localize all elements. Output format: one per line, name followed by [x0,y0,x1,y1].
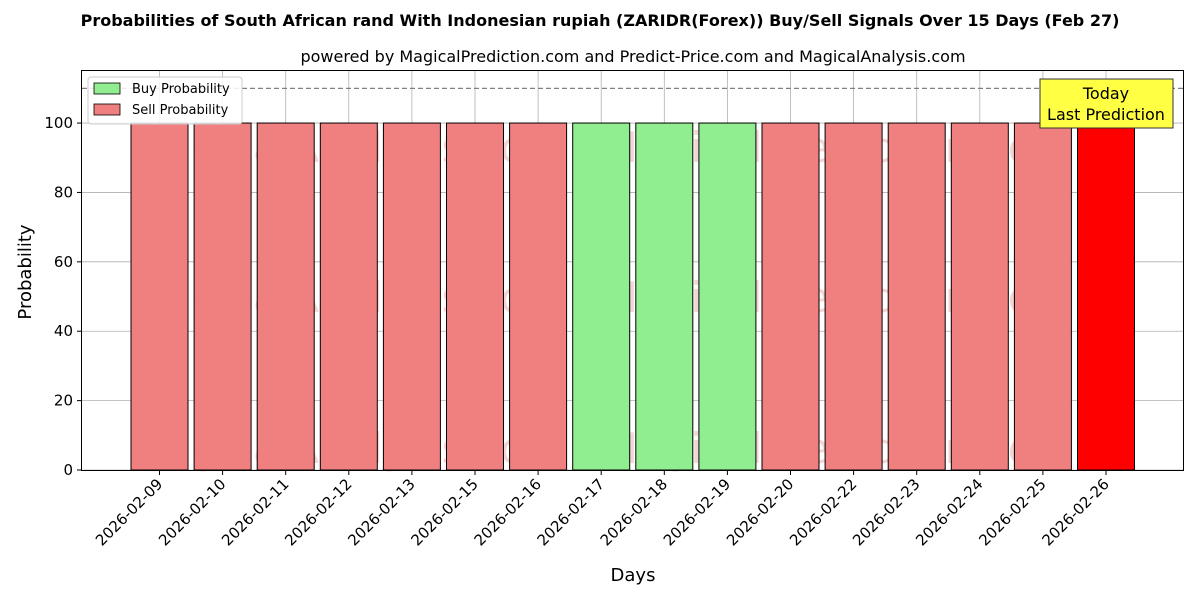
x-tick-label: 2026-02-15 [407,475,481,549]
bar-sell [446,122,504,471]
bar-sell [887,122,946,471]
bar-sell [130,122,189,471]
legend-sell-swatch [93,103,121,116]
legend-buy-label: Buy Probability [132,82,230,97]
x-tick-label: 2026-02-16 [471,475,545,549]
x-axis-ticks: 2026-02-092026-02-102026-02-112026-02-12… [92,470,1113,549]
x-tick-label: 2026-02-17 [534,475,608,549]
x-tick-label: 2026-02-24 [912,475,986,549]
bar-sell [319,122,378,471]
y-tick-label: 60 [54,253,73,271]
plot-frame [81,70,1184,471]
bar-sell [824,122,883,471]
bars [130,122,1135,471]
x-tick-label: 2026-02-19 [660,475,734,549]
annotation-line2: Last Prediction [1047,105,1165,124]
x-tick-label: 2026-02-26 [1038,475,1112,549]
x-tick-label: 2026-02-12 [281,475,355,549]
bar-sell [256,122,315,471]
annotation-box [1039,78,1174,129]
y-tick-label: 100 [44,114,73,132]
y-axis-ticks: 0 20 40 60 80 100 [44,114,82,479]
bar-sell [950,122,1009,471]
legend-buy-swatch [93,82,121,95]
bar-sell [382,122,441,471]
x-tick-label: 2026-02-18 [597,475,671,549]
legend-sell-label: Sell Probability [132,103,229,118]
today-annotation: Today Last Prediction [1039,78,1174,129]
y-tick-label: 0 [63,461,73,479]
bar-buy [572,122,631,471]
x-tick-label: 2026-02-10 [155,475,229,549]
bar-today [1077,122,1135,471]
chart-title: Probabilities of South African rand With… [81,11,1120,30]
x-tick-label: 2026-02-09 [92,475,166,549]
x-tick-label: 2026-02-25 [975,475,1049,549]
y-axis-label: Probability [15,224,36,319]
x-tick-label: 2026-02-22 [786,475,860,549]
x-tick-label: 2026-02-13 [344,475,418,549]
x-axis-label: Days [611,565,656,586]
bar-buy [635,122,694,471]
chart-subtitle: powered by MagicalPrediction.com and Pre… [300,47,965,66]
bar-sell [761,122,820,471]
bar-sell [509,122,568,471]
x-tick-label: 2026-02-11 [218,475,292,549]
x-tick-label: 2026-02-23 [849,475,923,549]
bar-sell [193,122,252,471]
y-tick-label: 40 [54,322,73,340]
legend: Buy Probability Sell Probability [87,76,243,125]
legend-box [87,76,243,125]
bar-sell [1013,122,1072,471]
annotation-line1: Today [1082,84,1129,103]
y-tick-label: 80 [54,183,73,201]
bar-buy [698,122,757,471]
y-tick-label: 20 [54,392,73,410]
x-tick-label: 2026-02-20 [723,475,797,549]
